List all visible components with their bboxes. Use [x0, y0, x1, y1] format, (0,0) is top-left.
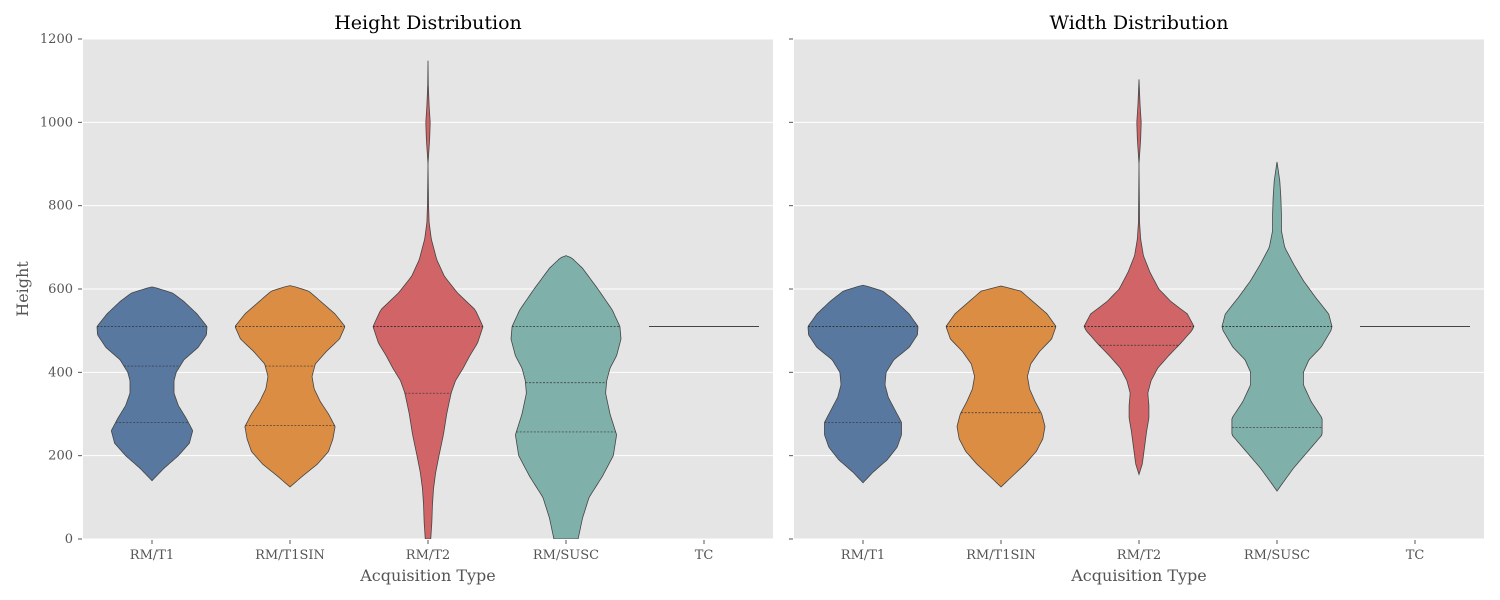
x-tick-label: TC — [1406, 548, 1425, 563]
violin-rm-t1 — [96, 286, 208, 482]
x-axis-label: Acquisition Type — [359, 566, 496, 585]
violin-body — [96, 286, 208, 482]
chart-title: Width Distribution — [1050, 12, 1229, 34]
violin-rm-t1 — [807, 284, 919, 484]
y-tick-label: 1000 — [40, 115, 73, 130]
x-tick-label: RM/T2 — [406, 548, 450, 563]
x-axis-label: Acquisition Type — [1070, 566, 1207, 585]
violins — [807, 79, 1470, 492]
y-tick-label: 0 — [65, 532, 73, 547]
x-tick-label: TC — [695, 548, 714, 563]
x-tick-label: RM/T2 — [1117, 548, 1161, 563]
violin-rm-susc — [1221, 161, 1333, 492]
y-axis-label: Height — [13, 261, 32, 317]
y-tick-label: 600 — [48, 282, 73, 297]
y-tick-label: 800 — [48, 199, 73, 214]
violin-rm-t2 — [372, 60, 484, 539]
x-tick-label: RM/SUSC — [1244, 548, 1310, 563]
x-tick-label: RM/T1 — [841, 548, 885, 563]
violin-rm-susc — [510, 255, 622, 539]
violins — [96, 60, 759, 539]
x-axis-ticks: RM/T1 RM/T1SIN RM/T2 RM/SUSC TC — [841, 540, 1425, 563]
y-tick-label: 200 — [48, 449, 73, 464]
x-tick-label: RM/T1SIN — [255, 548, 325, 563]
y-tick-label: 1200 — [40, 32, 73, 47]
x-axis-ticks: RM/T1 RM/T1SIN RM/T2 RM/SUSC TC — [130, 540, 714, 563]
y-axis-ticks: 0 200 400 600 800 1000 1200 — [40, 32, 82, 547]
width-panel: RM/T1 RM/T1SIN RM/T2 RM/SUSC TC Width Distri… — [789, 12, 1484, 585]
chart-title: Height Distribution — [334, 12, 522, 34]
violin-rm-t2 — [1083, 79, 1195, 476]
violin-body — [372, 60, 484, 539]
violin-rm-t1sin — [234, 285, 346, 488]
x-tick-label: RM/T1 — [130, 548, 174, 563]
x-tick-label: RM/T1SIN — [966, 548, 1036, 563]
x-tick-label: RM/SUSC — [533, 548, 599, 563]
y-axis-ticks — [789, 38, 793, 540]
height-panel: 0 200 400 600 800 1000 1200 RM/T1 RM/T1SIN RM/T2… — [13, 12, 773, 585]
violin-body — [1083, 79, 1195, 476]
y-tick-label: 400 — [48, 365, 73, 380]
violin-body — [807, 284, 919, 484]
violin-body — [1221, 161, 1333, 492]
violin-body — [234, 285, 346, 488]
violin-body — [945, 285, 1057, 488]
violin-rm-t1sin — [945, 285, 1057, 488]
